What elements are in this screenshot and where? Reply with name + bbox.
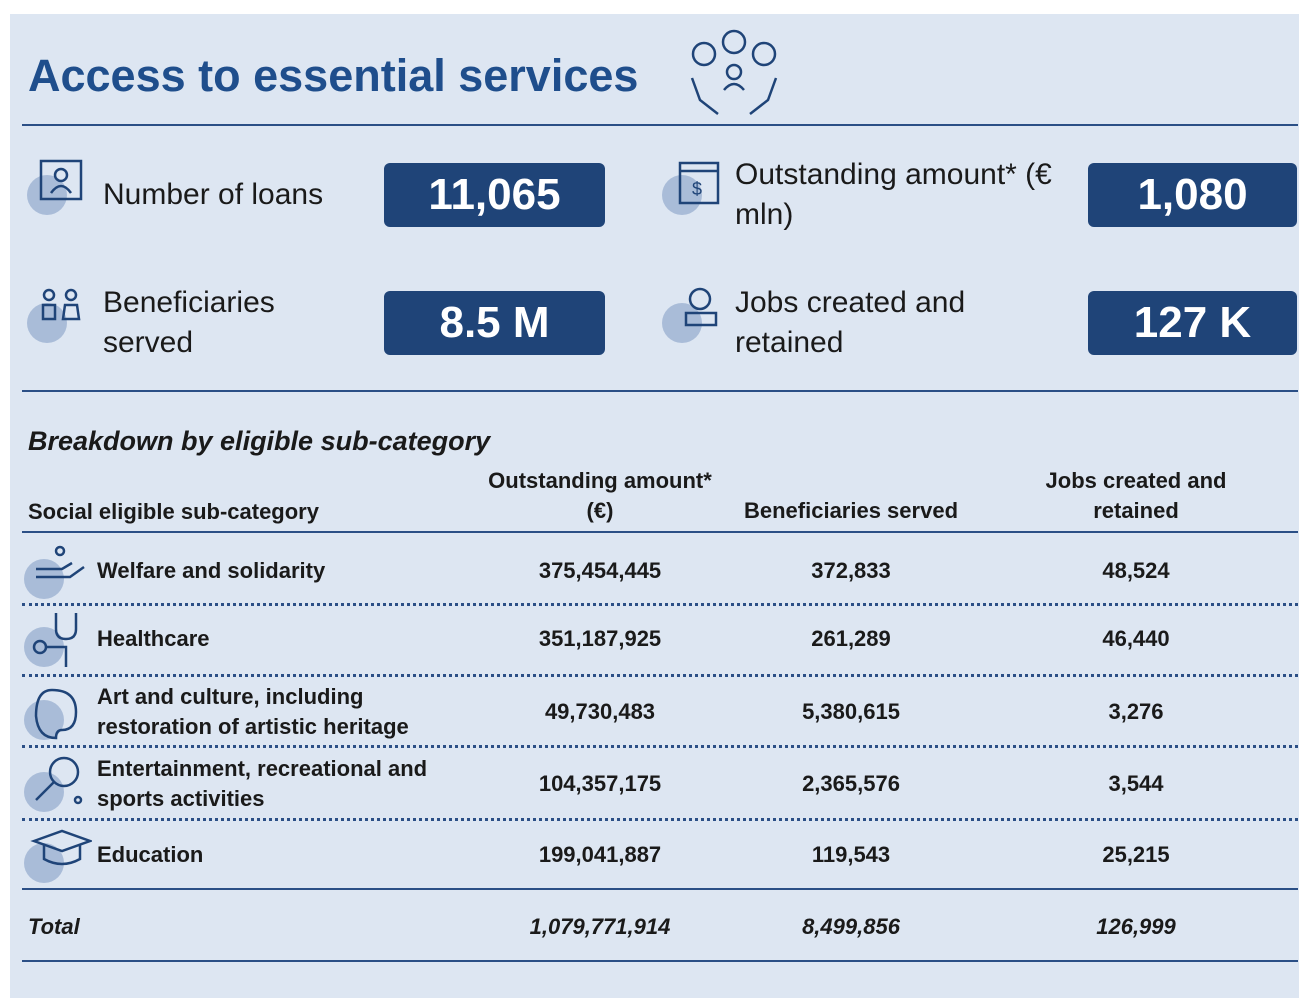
- divider: [22, 960, 1298, 962]
- cell: 25,215: [1102, 842, 1170, 867]
- kpi-value: 127 K: [1088, 291, 1297, 355]
- icon: [24, 688, 78, 740]
- dotted-divider: [22, 603, 1298, 606]
- kpi-value: 8.5 M: [384, 291, 605, 355]
- cell: 48,524: [1102, 558, 1170, 583]
- icon: [24, 545, 85, 599]
- kpi-value: 1,080: [1088, 163, 1297, 227]
- title: Access to essential services: [28, 50, 639, 101]
- total-cell: 126,999: [1096, 914, 1176, 939]
- divider: [22, 390, 1298, 392]
- row-label: Welfare and solidarity: [97, 558, 326, 583]
- kpi-label: Jobs created and retained: [735, 286, 966, 359]
- row-label: Education: [97, 842, 204, 867]
- kpi-value: 11,065: [384, 163, 605, 227]
- cell: 46,440: [1102, 626, 1170, 651]
- table-title: Breakdown by eligible sub-category: [28, 426, 491, 456]
- cell: 199,041,887: [538, 842, 662, 867]
- row-label: Healthcare: [97, 626, 210, 651]
- icon: [24, 829, 92, 883]
- row-label: Entertainment, recreational and sports a…: [97, 756, 428, 811]
- divider: [22, 531, 1298, 533]
- kpi-label: Beneficiaries served: [103, 286, 275, 359]
- icon: [24, 756, 83, 812]
- svg-text:$: $: [692, 179, 702, 199]
- cell: 372,833: [811, 558, 891, 583]
- row-label: Art and culture, including restoration o…: [97, 684, 409, 739]
- divider: [22, 888, 1298, 890]
- column-header: Outstanding amount* (€): [488, 468, 712, 523]
- total-cell: 8,499,856: [802, 914, 900, 939]
- cell: 2,365,576: [802, 771, 900, 796]
- cell: 104,357,175: [538, 771, 662, 796]
- cell: 3,276: [1108, 699, 1164, 724]
- cell: 119,543: [811, 842, 891, 867]
- cell: 3,544: [1108, 771, 1164, 796]
- panel: [10, 14, 1299, 998]
- icon: [24, 613, 78, 667]
- icon: [27, 159, 83, 215]
- services-icon: [690, 29, 778, 115]
- column-header: Jobs created and retained: [1045, 468, 1227, 523]
- cell: 49,730,483: [544, 699, 656, 724]
- icon: [662, 287, 718, 343]
- total-label: Total: [28, 914, 80, 939]
- icon: [27, 288, 81, 343]
- cell: 5,380,615: [802, 699, 900, 724]
- column-header: Beneficiaries served: [743, 498, 959, 523]
- dotted-divider: [22, 674, 1298, 677]
- divider: [22, 124, 1298, 126]
- column-header: Social eligible sub-category: [28, 499, 319, 524]
- cell: 375,454,445: [538, 558, 662, 583]
- dotted-divider: [22, 745, 1298, 748]
- cell: 351,187,925: [538, 626, 662, 651]
- cell: 261,289: [811, 626, 891, 651]
- dotted-divider: [22, 818, 1298, 821]
- kpi-label: Number of loans: [103, 178, 324, 211]
- total-cell: 1,079,771,914: [529, 914, 671, 939]
- icon: $: [662, 161, 720, 215]
- kpi-label: Outstanding amount* (€ mln): [735, 158, 1052, 231]
